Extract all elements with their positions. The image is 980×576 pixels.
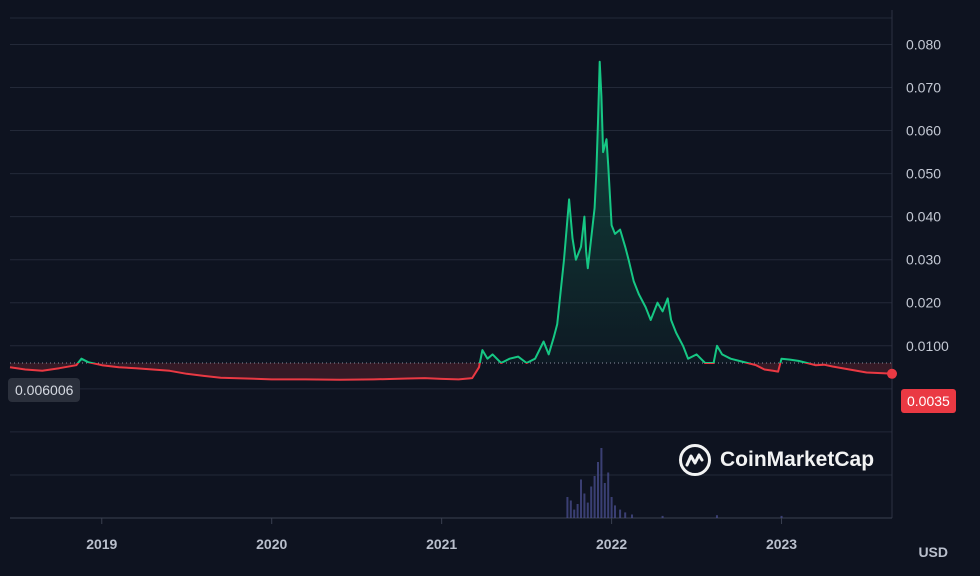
volume-bar [566, 497, 569, 518]
price-line-below [9, 362, 892, 381]
volume-bars [566, 448, 783, 518]
y-tick-label: 0.050 [906, 166, 941, 182]
y-tick-label: 0.070 [906, 79, 941, 95]
volume-bar [586, 502, 589, 518]
volume-bar [624, 512, 627, 518]
y-tick-label: 0.0100 [906, 338, 949, 354]
volume-bar [630, 514, 633, 518]
x-tick-label: 2021 [426, 536, 457, 552]
x-tick-label: 2023 [766, 536, 797, 552]
volume-bar [610, 497, 613, 518]
y-axis: 0.080 0.070 0.060 0.050 0.040 0.030 0.020 0.010… [906, 36, 949, 353]
y-tick-label: 0.040 [906, 209, 941, 225]
area-above-reference [78, 61, 807, 363]
x-axis: 2019 2020 2021 2022 2023 [86, 518, 797, 552]
x-tick-label: 2022 [596, 536, 627, 552]
volume-bar [607, 472, 610, 518]
volume-bar [580, 479, 583, 518]
volume-bar [603, 483, 606, 518]
y-tick-label: 0.020 [906, 295, 941, 311]
coinmarketcap-watermark: CoinMarketCap [678, 442, 874, 478]
volume-bar [597, 462, 599, 518]
x-tick-label: 2019 [86, 536, 117, 552]
volume-bar [590, 486, 593, 518]
volume-bar [780, 515, 783, 518]
x-tick-label: 2020 [256, 536, 287, 552]
volume-bar [613, 505, 616, 518]
price-area [10, 61, 892, 380]
currency-unit-label: USD [918, 544, 948, 560]
volume-bar [583, 493, 586, 518]
y-tick-label: 0.030 [906, 252, 941, 268]
volume-bar [715, 515, 718, 518]
y-tick-label: 0.080 [906, 36, 941, 52]
volume-bar [661, 515, 664, 518]
coinmarketcap-logo-icon [679, 444, 711, 476]
watermark-text: CoinMarketCap [720, 448, 875, 471]
volume-bar [573, 509, 576, 518]
volume-bar [593, 476, 596, 518]
volume-bar [619, 509, 622, 518]
reference-price-label: 0.006006 [8, 378, 81, 402]
grid-lines [10, 10, 893, 519]
volume-bar [576, 504, 579, 518]
price-line-above [76, 60, 811, 363]
y-tick-label: 0.060 [906, 123, 941, 139]
current-price-label: 0.0035 [901, 389, 956, 413]
last-price-dot [887, 368, 897, 379]
volume-bar [600, 448, 603, 518]
volume-bar [569, 500, 572, 518]
area-below-reference [10, 362, 892, 380]
price-line [9, 60, 892, 381]
